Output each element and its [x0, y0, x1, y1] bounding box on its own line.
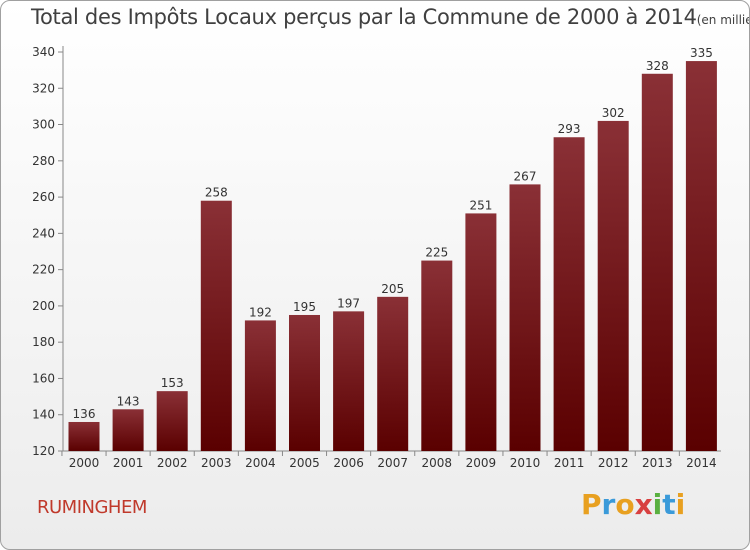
bar — [597, 120, 629, 451]
proxiti-logo[interactable]: Proxiti — [581, 488, 685, 521]
y-tick-label: 160 — [32, 371, 55, 385]
logo-letter: x — [634, 488, 653, 521]
data-label: 225 — [425, 246, 448, 260]
unit-label: (en milliers d'€) — [696, 13, 749, 27]
data-label: 192 — [249, 305, 272, 319]
bar — [465, 213, 497, 451]
bar — [641, 73, 673, 451]
data-label: 293 — [558, 122, 581, 136]
bar — [685, 61, 717, 452]
data-label: 197 — [337, 296, 360, 310]
bar — [421, 260, 453, 451]
data-label: 153 — [161, 376, 184, 390]
y-tick-label: 200 — [32, 299, 55, 313]
x-tick-label: 2004 — [245, 456, 276, 470]
logo-letter: i — [652, 488, 663, 521]
bar — [289, 314, 320, 451]
data-label: 205 — [381, 282, 404, 296]
y-tick-label: 320 — [32, 81, 55, 95]
x-tick-label: 2007 — [377, 456, 408, 470]
data-label: 143 — [117, 394, 140, 408]
x-tick-label: 2014 — [686, 456, 717, 470]
bar — [200, 200, 232, 451]
x-tick-label: 2008 — [422, 456, 453, 470]
data-label: 335 — [690, 46, 713, 60]
logo-letter: t — [662, 488, 676, 521]
bar — [509, 184, 541, 452]
y-tick-label: 340 — [32, 45, 55, 59]
data-label: 251 — [469, 198, 492, 212]
commune-name: RUMINGHEM — [37, 497, 147, 518]
chart-title: Total des Impôts Locaux perçus par la Co… — [31, 5, 749, 29]
x-tick-label: 2005 — [289, 456, 320, 470]
bar — [333, 311, 365, 451]
x-tick-label: 2006 — [333, 456, 364, 470]
title-text: Total des Impôts Locaux perçus par la Co… — [31, 5, 697, 29]
data-label: 195 — [293, 300, 316, 314]
logo-letter: i — [675, 488, 686, 521]
x-tick-label: 2010 — [510, 456, 541, 470]
x-tick-label: 2012 — [598, 456, 629, 470]
logo-letter: o — [615, 488, 635, 521]
x-tick-label: 2001 — [113, 456, 144, 470]
x-tick-label: 2013 — [642, 456, 673, 470]
bar — [68, 421, 100, 451]
y-tick-label: 140 — [32, 408, 55, 422]
bar — [377, 296, 409, 451]
y-tick-label: 180 — [32, 335, 55, 349]
bar — [553, 137, 585, 451]
x-tick-label: 2003 — [201, 456, 232, 470]
data-label: 328 — [646, 59, 669, 73]
data-label: 267 — [514, 169, 537, 183]
y-tick-label: 300 — [32, 118, 55, 132]
x-tick-label: 2000 — [69, 456, 100, 470]
x-tick-label: 2011 — [554, 456, 585, 470]
data-label: 258 — [205, 186, 228, 200]
data-label: 136 — [73, 407, 96, 421]
x-tick-label: 2002 — [157, 456, 188, 470]
y-tick-label: 220 — [32, 263, 55, 277]
y-tick-label: 280 — [32, 154, 55, 168]
data-label: 302 — [602, 106, 625, 120]
y-tick-label: 120 — [32, 444, 55, 458]
x-tick-label: 2009 — [466, 456, 497, 470]
y-tick-label: 260 — [32, 190, 55, 204]
logo-letter: r — [601, 488, 616, 521]
bar — [112, 409, 144, 451]
logo-letter: P — [581, 488, 602, 521]
bar — [244, 320, 276, 451]
y-tick-label: 240 — [32, 226, 55, 240]
bar — [156, 391, 188, 451]
